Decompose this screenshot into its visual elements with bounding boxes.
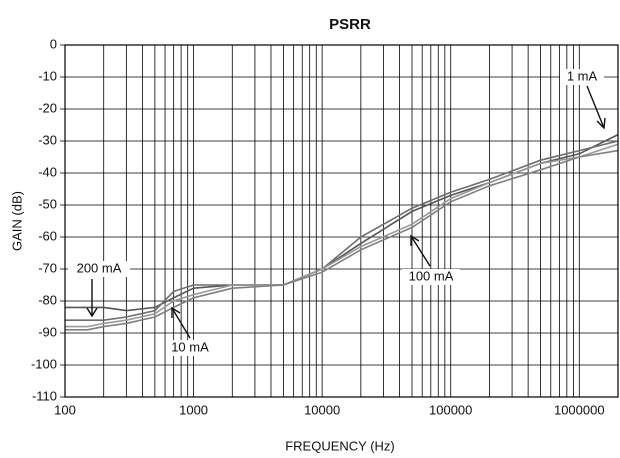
y-tick-label: -90 <box>38 324 57 339</box>
y-tick-label: -100 <box>31 356 57 371</box>
y-tick-label: -20 <box>38 100 57 115</box>
y-axis-label: GAIN (dB) <box>9 191 24 251</box>
y-tick-label: -110 <box>32 388 57 403</box>
annotations: 1 mA 10 mA 100 mA 200 mA <box>68 68 606 356</box>
x-tick-label: 1000 <box>179 402 208 417</box>
series-label: 1 mA <box>567 68 598 83</box>
arrow <box>86 279 98 318</box>
y-tick-label: -70 <box>38 260 57 275</box>
series-label: 100 mA <box>409 268 454 283</box>
x-axis-label: FREQUENCY (Hz) <box>285 438 395 453</box>
label-bg <box>168 340 218 356</box>
y-tick-label: -50 <box>38 196 57 211</box>
y-tick-label: -80 <box>38 292 57 307</box>
y-tick-label: -60 <box>38 228 57 243</box>
x-tick-label: 10000 <box>304 402 340 417</box>
x-tick-label: 100 <box>54 402 76 417</box>
plot-area: 100 1000 10000 100000 1000000 0 -10 -20 -30 -40 -5… <box>31 36 619 417</box>
chart-title: PSRR <box>329 16 371 33</box>
label-bg <box>560 69 604 85</box>
arrow <box>410 234 431 267</box>
plot-background <box>65 45 618 397</box>
label-bg <box>68 261 130 277</box>
y-tick-label: -10 <box>38 68 57 83</box>
series-label: 10 mA <box>171 339 209 354</box>
label-bg <box>402 269 460 285</box>
y-tick-label: -30 <box>38 132 57 147</box>
series-label: 200 mA <box>77 260 122 275</box>
x-tick-label: 100000 <box>429 402 472 417</box>
x-tick-label: 1000000 <box>554 402 605 417</box>
y-tick-label: 0 <box>50 36 57 51</box>
series-line <box>65 149 619 331</box>
y-tick-label: -40 <box>38 164 57 179</box>
arrow <box>586 85 606 130</box>
arrow <box>171 306 191 339</box>
plot-frame <box>64 44 619 398</box>
